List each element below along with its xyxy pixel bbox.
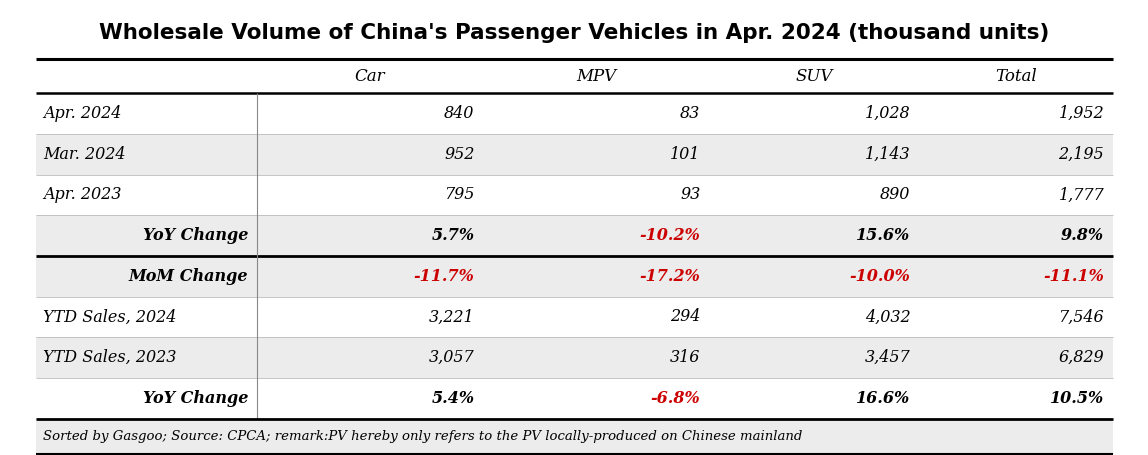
Text: YoY Change: YoY Change bbox=[144, 227, 248, 244]
Text: 890: 890 bbox=[881, 187, 910, 203]
Text: YTD Sales, 2023: YTD Sales, 2023 bbox=[42, 349, 177, 366]
Bar bbox=[37, 337, 1112, 378]
Text: 3,057: 3,057 bbox=[428, 349, 474, 366]
Text: 4,032: 4,032 bbox=[864, 308, 910, 325]
Text: 16.6%: 16.6% bbox=[856, 390, 910, 407]
Text: 1,952: 1,952 bbox=[1058, 105, 1104, 122]
Text: Apr. 2024: Apr. 2024 bbox=[42, 105, 122, 122]
Bar bbox=[37, 215, 1112, 256]
Text: -10.0%: -10.0% bbox=[850, 268, 910, 285]
Bar bbox=[37, 297, 1112, 337]
Text: 6,829: 6,829 bbox=[1058, 349, 1104, 366]
Text: 840: 840 bbox=[444, 105, 474, 122]
Bar bbox=[37, 419, 1112, 455]
Text: 10.5%: 10.5% bbox=[1050, 390, 1104, 407]
Bar bbox=[37, 134, 1112, 175]
Text: -11.1%: -11.1% bbox=[1044, 268, 1104, 285]
Text: 101: 101 bbox=[670, 146, 700, 163]
Text: 3,221: 3,221 bbox=[428, 308, 474, 325]
Text: YoY Change: YoY Change bbox=[144, 390, 248, 407]
Text: 15.6%: 15.6% bbox=[856, 227, 910, 244]
Text: 93: 93 bbox=[681, 187, 700, 203]
Text: Car: Car bbox=[355, 68, 386, 85]
Text: Total: Total bbox=[995, 68, 1037, 85]
Bar bbox=[37, 378, 1112, 419]
Text: 294: 294 bbox=[670, 308, 700, 325]
Text: 3,457: 3,457 bbox=[864, 349, 910, 366]
Text: 5.7%: 5.7% bbox=[432, 227, 474, 244]
Text: 316: 316 bbox=[670, 349, 700, 366]
Bar bbox=[37, 256, 1112, 297]
Text: 5.4%: 5.4% bbox=[432, 390, 474, 407]
Text: YTD Sales, 2024: YTD Sales, 2024 bbox=[42, 308, 177, 325]
Text: -11.7%: -11.7% bbox=[413, 268, 474, 285]
Text: Mar. 2024: Mar. 2024 bbox=[42, 146, 125, 163]
Bar bbox=[37, 93, 1112, 134]
Text: 1,143: 1,143 bbox=[864, 146, 910, 163]
Text: Apr. 2023: Apr. 2023 bbox=[42, 187, 122, 203]
Text: MoM Change: MoM Change bbox=[129, 268, 248, 285]
Text: -17.2%: -17.2% bbox=[639, 268, 700, 285]
Text: 9.8%: 9.8% bbox=[1061, 227, 1104, 244]
Text: -6.8%: -6.8% bbox=[651, 390, 700, 407]
Text: 2,195: 2,195 bbox=[1058, 146, 1104, 163]
Text: 952: 952 bbox=[444, 146, 474, 163]
Text: 795: 795 bbox=[444, 187, 474, 203]
Text: 1,028: 1,028 bbox=[864, 105, 910, 122]
Text: -10.2%: -10.2% bbox=[639, 227, 700, 244]
Text: 1,777: 1,777 bbox=[1058, 187, 1104, 203]
Text: Wholesale Volume of China's Passenger Vehicles in Apr. 2024 (thousand units): Wholesale Volume of China's Passenger Ve… bbox=[100, 23, 1049, 43]
Text: MPV: MPV bbox=[576, 68, 616, 85]
Text: 83: 83 bbox=[681, 105, 700, 122]
Bar bbox=[37, 175, 1112, 215]
Text: 7,546: 7,546 bbox=[1058, 308, 1104, 325]
Text: SUV: SUV bbox=[796, 68, 832, 85]
Text: Sorted by Gasgoo; Source: CPCA; remark:PV hereby only refers to the PV locally-p: Sorted by Gasgoo; Source: CPCA; remark:P… bbox=[42, 430, 802, 443]
